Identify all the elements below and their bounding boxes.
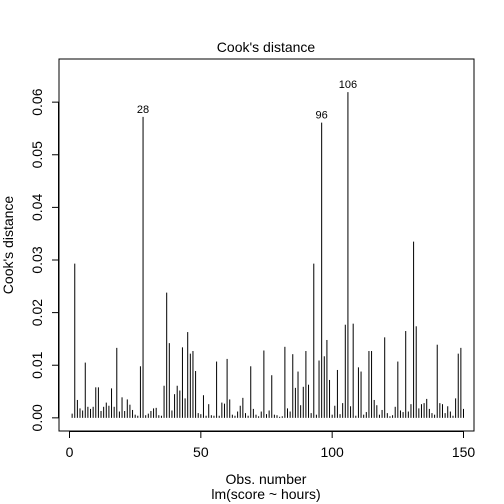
x-tick-label-50: 50 [193,444,209,460]
plot-frame [58,58,475,432]
y-tick-label-0: 0.00 [29,404,45,431]
point-label-96: 96 [316,110,328,122]
chart-title: Cook's distance [217,39,316,55]
y-tick-label-3: 0.03 [29,246,45,273]
y-axis-label: Cook's distance [0,196,16,295]
x-axis: 0 50 100 150 [66,431,476,460]
point-label-106: 106 [339,79,357,91]
bars-group [71,92,464,418]
x-tick-label-100: 100 [320,444,344,460]
y-tick-label-6: 0.06 [29,88,45,115]
x-axis-label: Obs. number [226,471,307,487]
y-axis: 0.00 0.01 0.02 0.03 0.04 0.05 0.06 [29,88,59,431]
model-formula-subtitle: lm(score ~ hours) [211,486,320,502]
y-tick-label-1: 0.01 [29,351,45,378]
point-labels-group: 28 96 106 [137,79,357,122]
x-tick-label-0: 0 [66,444,74,460]
x-tick-label-150: 150 [452,444,476,460]
point-label-28: 28 [137,104,149,116]
y-tick-label-2: 0.02 [29,299,45,326]
y-tick-label-5: 0.05 [29,141,45,168]
y-tick-label-4: 0.04 [29,194,45,221]
